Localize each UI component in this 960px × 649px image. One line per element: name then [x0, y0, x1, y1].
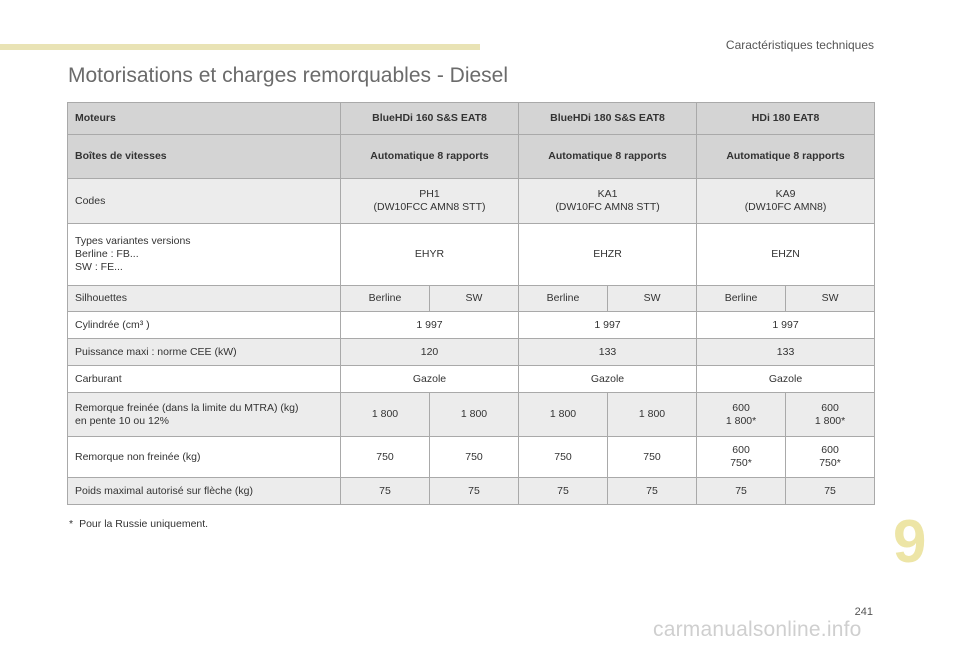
table-row-max-weight: Poids maximal autorisé sur flèche (kg) 7…: [67, 477, 876, 505]
unbraked-cell: 600 750*: [785, 436, 876, 478]
engine-header: BlueHDi 160 S&S EAT8: [339, 102, 520, 135]
table-row-unbraked-trailer: Remorque non freinée (kg) 750 750 750 75…: [67, 436, 876, 478]
silhouette-cell: SW: [428, 285, 520, 312]
unbraked-cell: 600 750*: [696, 436, 787, 478]
table-row-silhouettes: Silhouettes Berline SW Berline SW Berlin…: [67, 285, 876, 312]
variant-cell: EHZN: [696, 223, 876, 286]
table-row-braked-trailer: Remorque freinée (dans la limite du MTRA…: [67, 392, 876, 437]
table-row-engines: Moteurs BlueHDi 160 S&S EAT8 BlueHDi 180…: [67, 102, 876, 135]
code-cell: KA9 (DW10FC AMN8): [696, 178, 876, 224]
silhouette-cell: SW: [785, 285, 876, 312]
section-title: Caractéristiques techniques: [725, 38, 874, 52]
table-row-variants: Types variantes versions Berline : FB... S…: [67, 223, 876, 286]
braked-cell: 600 1 800*: [696, 392, 787, 437]
braked-cell: 1 800: [607, 392, 698, 437]
unbraked-cell: 750: [428, 436, 520, 478]
displacement-cell: 1 997: [518, 311, 698, 339]
fuel-cell: Gazole: [518, 365, 698, 393]
unbraked-cell: 750: [607, 436, 698, 478]
watermark: carmanualsonline.info: [653, 618, 862, 641]
max-weight-cell: 75: [785, 477, 876, 505]
row-label: Boîtes de vitesses: [67, 134, 341, 179]
row-label: Remorque non freinée (kg): [67, 436, 341, 478]
silhouette-cell: Berline: [518, 285, 609, 312]
max-weight-cell: 75: [428, 477, 520, 505]
table-row-fuel: Carburant Gazole Gazole Gazole: [67, 365, 876, 393]
engine-header: HDi 180 EAT8: [696, 102, 876, 135]
gearbox-cell: Automatique 8 rapports: [518, 134, 698, 179]
gearbox-cell: Automatique 8 rapports: [339, 134, 520, 179]
row-label: Remorque freinée (dans la limite du MTRA…: [67, 392, 341, 437]
fuel-cell: Gazole: [339, 365, 520, 393]
braked-cell: 1 800: [340, 392, 430, 437]
unbraked-cell: 750: [340, 436, 430, 478]
braked-cell: 1 800: [428, 392, 520, 437]
row-label: Moteurs: [67, 102, 341, 135]
silhouette-cell: Berline: [696, 285, 787, 312]
footnote-text: Pour la Russie uniquement.: [79, 518, 209, 530]
footnote: * Pour la Russie uniquement.: [69, 518, 208, 530]
gearbox-cell: Automatique 8 rapports: [696, 134, 876, 179]
power-cell: 120: [339, 338, 520, 366]
power-cell: 133: [518, 338, 698, 366]
table-row-gearbox: Boîtes de vitesses Automatique 8 rapport…: [67, 134, 876, 179]
row-label: Cylindrée (cm³ ): [67, 311, 341, 339]
engine-header: BlueHDi 180 S&S EAT8: [518, 102, 698, 135]
table-row-displacement: Cylindrée (cm³ ) 1 997 1 997 1 997: [67, 311, 876, 339]
silhouette-cell: Berline: [340, 285, 430, 312]
code-cell: PH1 (DW10FCC AMN8 STT): [339, 178, 520, 224]
page-title: Motorisations et charges remorquables - …: [68, 64, 509, 87]
max-weight-cell: 75: [696, 477, 787, 505]
max-weight-cell: 75: [340, 477, 430, 505]
variant-cell: EHZR: [518, 223, 698, 286]
row-label: Puissance maxi : norme CEE (kW): [67, 338, 341, 366]
max-weight-cell: 75: [518, 477, 609, 505]
displacement-cell: 1 997: [339, 311, 520, 339]
row-label: Carburant: [67, 365, 341, 393]
table-row-power: Puissance maxi : norme CEE (kW) 120 133 …: [67, 338, 876, 366]
power-cell: 133: [696, 338, 876, 366]
spec-table: Moteurs BlueHDi 160 S&S EAT8 BlueHDi 180…: [67, 102, 876, 505]
footnote-marker: *: [69, 518, 74, 530]
code-cell: KA1 (DW10FC AMN8 STT): [518, 178, 698, 224]
row-label: Codes: [67, 178, 341, 224]
braked-cell: 1 800: [518, 392, 609, 437]
fuel-cell: Gazole: [696, 365, 876, 393]
row-label: Types variantes versions Berline : FB... S…: [67, 223, 341, 286]
row-label: Silhouettes: [67, 285, 341, 312]
displacement-cell: 1 997: [696, 311, 876, 339]
chapter-number: 9: [893, 508, 927, 575]
header-accent-bar: [0, 44, 480, 50]
braked-cell: 600 1 800*: [785, 392, 876, 437]
table-row-codes: Codes PH1 (DW10FCC AMN8 STT) KA1 (DW10FC A…: [67, 178, 876, 224]
row-label: Poids maximal autorisé sur flèche (kg): [67, 477, 341, 505]
max-weight-cell: 75: [607, 477, 698, 505]
unbraked-cell: 750: [518, 436, 609, 478]
page-number: 241: [854, 606, 873, 618]
variant-cell: EHYR: [339, 223, 520, 286]
silhouette-cell: SW: [607, 285, 698, 312]
